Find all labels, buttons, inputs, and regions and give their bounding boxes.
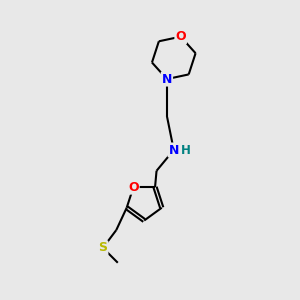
Text: O: O — [176, 30, 186, 43]
Text: N: N — [162, 73, 172, 85]
Text: O: O — [128, 181, 139, 194]
Text: S: S — [98, 242, 107, 254]
Text: N: N — [169, 143, 179, 157]
Text: H: H — [181, 143, 191, 157]
